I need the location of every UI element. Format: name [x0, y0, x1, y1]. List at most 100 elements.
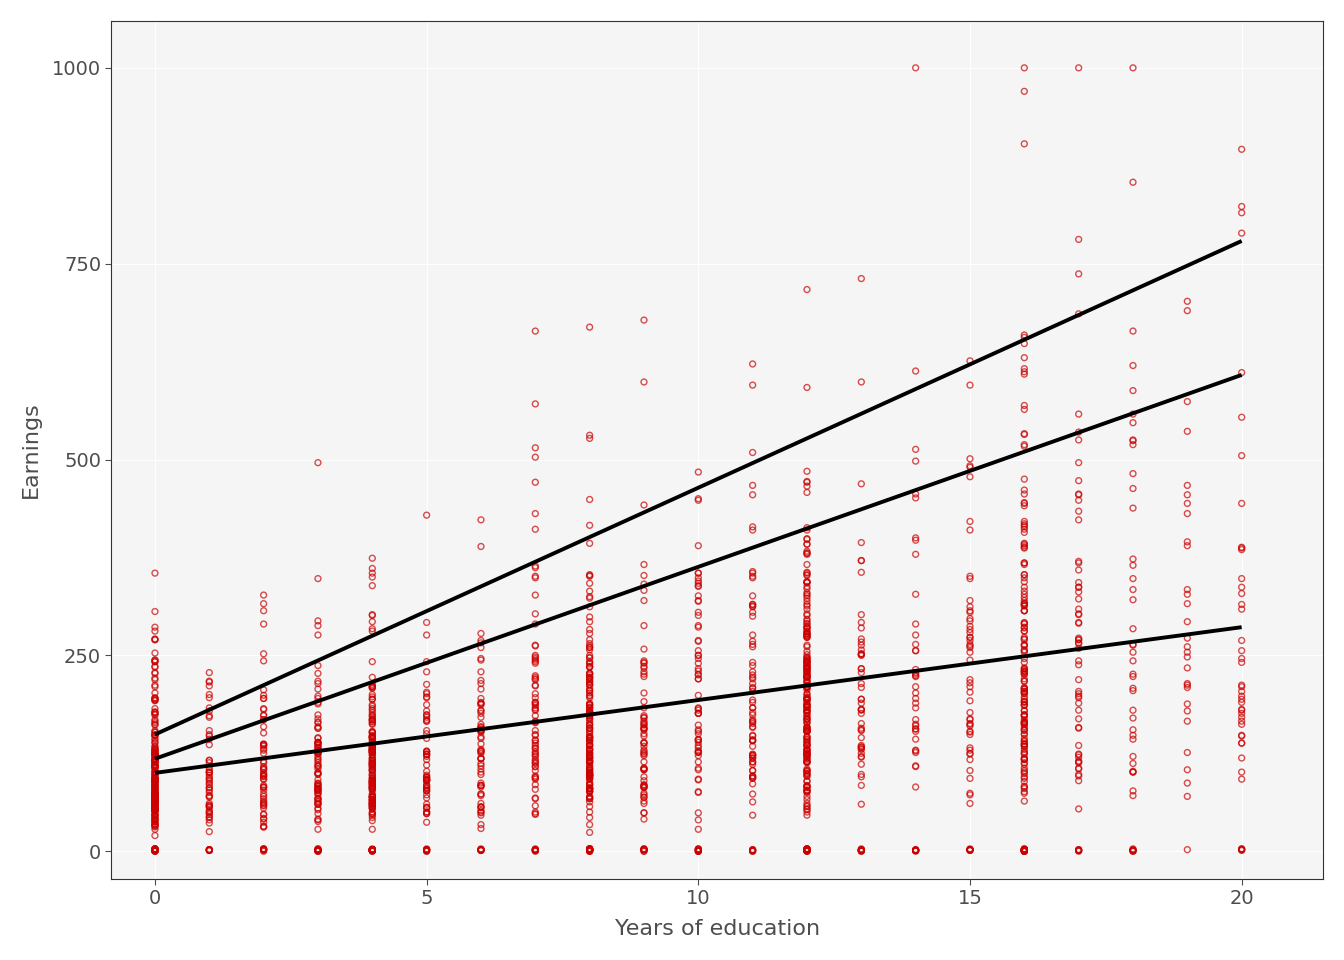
Point	[144, 819, 165, 834]
Point	[633, 710, 655, 726]
Point	[415, 757, 437, 773]
Point	[579, 762, 601, 778]
Point	[144, 793, 165, 808]
Point	[470, 842, 492, 857]
Point	[960, 843, 981, 858]
Point	[579, 711, 601, 727]
Point	[960, 740, 981, 756]
Point	[579, 750, 601, 765]
Point	[796, 606, 817, 621]
Point	[362, 756, 383, 771]
Point	[524, 759, 546, 775]
Point	[579, 764, 601, 780]
Point	[308, 779, 329, 794]
Point	[144, 755, 165, 770]
Point	[253, 844, 274, 859]
Point	[796, 751, 817, 766]
Point	[1013, 495, 1035, 511]
Point	[1013, 842, 1035, 857]
Point	[851, 797, 872, 812]
Point	[579, 775, 601, 790]
Point	[253, 725, 274, 740]
Point	[199, 842, 220, 857]
Point	[742, 763, 763, 779]
Point	[308, 676, 329, 691]
Point	[253, 761, 274, 777]
Point	[579, 843, 601, 858]
Point	[144, 793, 165, 808]
Point	[415, 800, 437, 815]
Point	[524, 770, 546, 785]
Point	[742, 719, 763, 734]
Point	[796, 802, 817, 817]
Point	[742, 680, 763, 695]
Point	[199, 768, 220, 783]
Point	[1013, 780, 1035, 795]
Point	[253, 754, 274, 769]
Point	[1013, 597, 1035, 612]
Point	[796, 668, 817, 684]
Point	[144, 784, 165, 800]
Point	[579, 760, 601, 776]
Point	[470, 539, 492, 554]
Point	[1122, 764, 1144, 780]
Point	[524, 741, 546, 756]
Point	[579, 842, 601, 857]
Point	[470, 843, 492, 858]
Point	[1231, 643, 1253, 659]
Point	[579, 842, 601, 857]
Point	[199, 784, 220, 800]
Point	[362, 756, 383, 772]
Point	[253, 616, 274, 632]
Point	[1013, 746, 1035, 761]
Point	[633, 769, 655, 784]
Point	[742, 664, 763, 680]
Point	[362, 713, 383, 729]
Point	[1122, 582, 1144, 597]
Point	[144, 742, 165, 757]
Point	[742, 636, 763, 652]
Point	[1013, 716, 1035, 732]
Point	[362, 843, 383, 858]
Point	[960, 679, 981, 694]
Point	[362, 742, 383, 757]
Point	[579, 784, 601, 800]
Point	[905, 843, 926, 858]
Point	[144, 771, 165, 786]
Point	[199, 764, 220, 780]
Point	[1013, 684, 1035, 700]
Point	[308, 844, 329, 859]
Point	[308, 784, 329, 800]
Point	[362, 843, 383, 858]
Point	[144, 747, 165, 762]
Point	[144, 653, 165, 668]
Point	[579, 842, 601, 857]
Point	[1122, 722, 1144, 737]
Point	[1013, 842, 1035, 857]
Point	[362, 737, 383, 753]
Point	[524, 770, 546, 785]
Point	[415, 844, 437, 859]
Point	[144, 752, 165, 767]
Point	[144, 793, 165, 808]
Point	[1013, 537, 1035, 552]
Point	[524, 686, 546, 702]
Point	[362, 798, 383, 813]
Point	[1068, 602, 1090, 617]
Point	[144, 802, 165, 817]
Point	[1122, 681, 1144, 696]
Point	[905, 842, 926, 857]
Point	[579, 761, 601, 777]
Point	[144, 654, 165, 669]
Point	[579, 688, 601, 704]
Point	[415, 744, 437, 759]
Point	[199, 812, 220, 828]
Point	[742, 700, 763, 715]
Point	[199, 809, 220, 825]
Point	[851, 646, 872, 661]
Point	[1013, 540, 1035, 556]
Point	[796, 789, 817, 804]
Point	[579, 736, 601, 752]
Point	[524, 708, 546, 724]
Point	[905, 743, 926, 758]
